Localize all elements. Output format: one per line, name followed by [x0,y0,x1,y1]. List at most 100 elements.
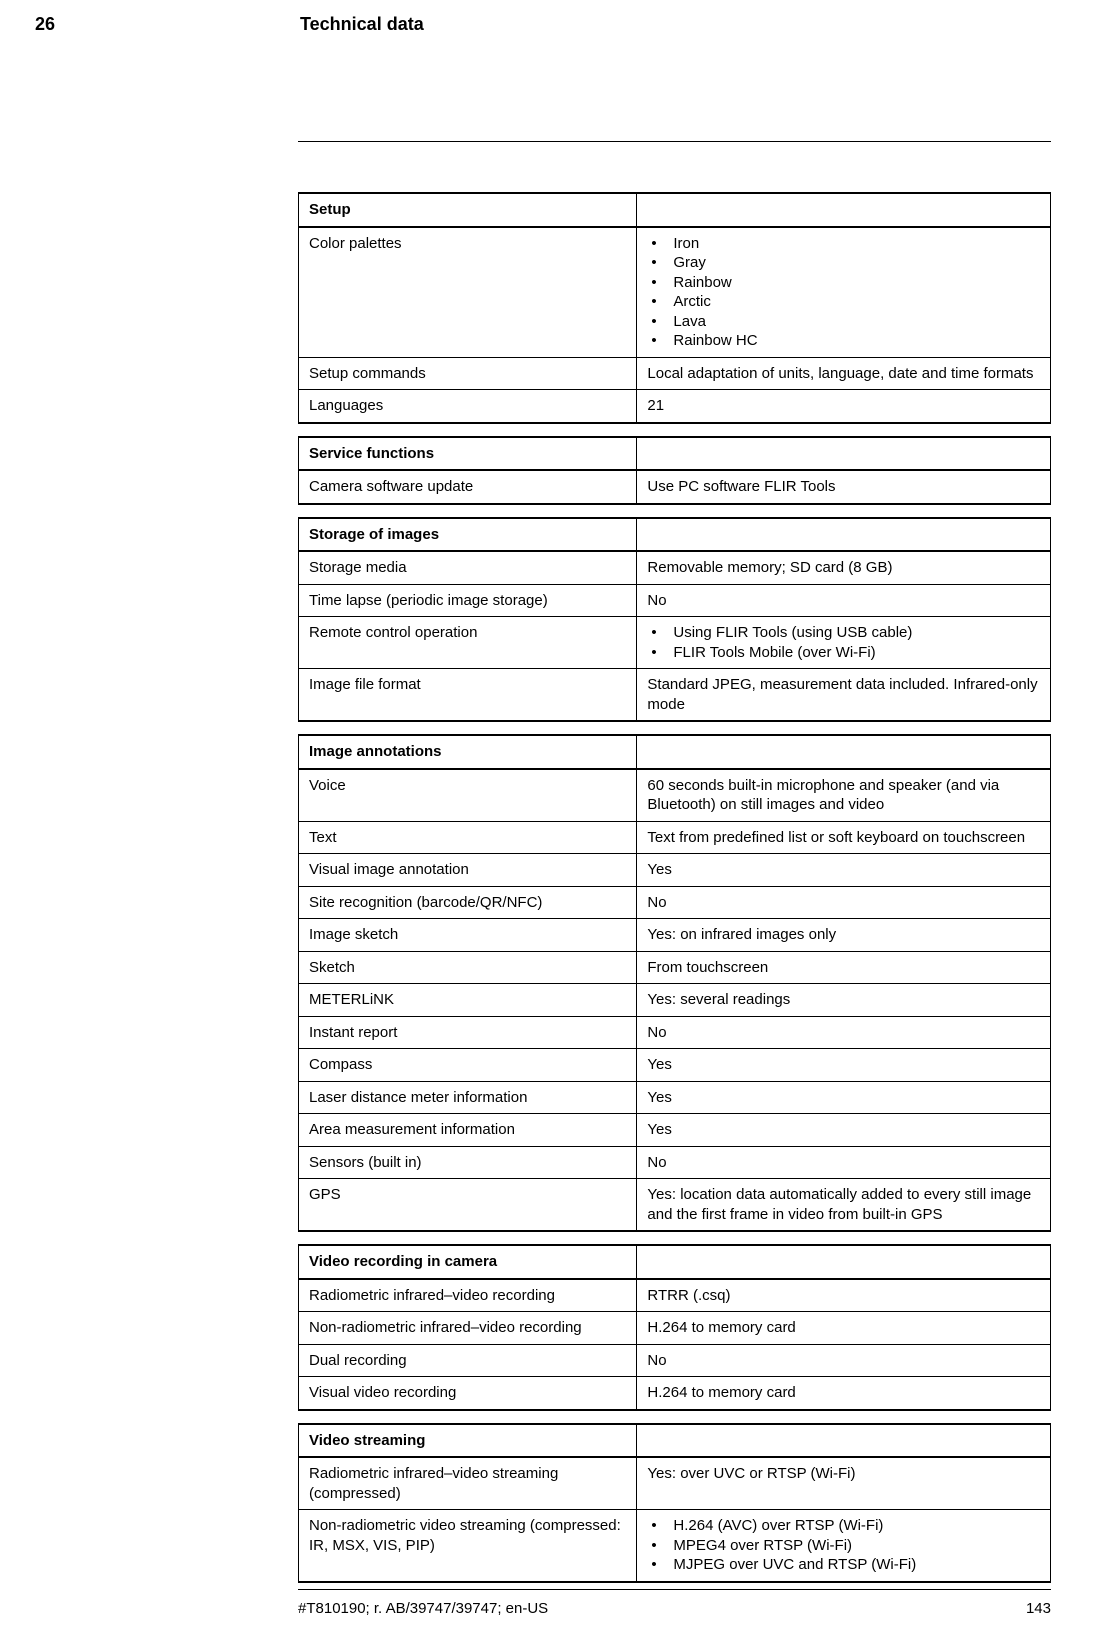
table-row: Radiometric infrared–video streaming (co… [299,1457,1051,1510]
spec-table: Image annotationsVoice60 seconds built-i… [298,734,1051,1232]
table-row: Image file formatStandard JPEG, measurem… [299,669,1051,722]
spec-value: 60 seconds built-in microphone and speak… [637,769,1051,822]
spec-value: No [637,1146,1051,1179]
table-header-empty [637,518,1051,552]
spec-value: Text from predefined list or soft keyboa… [637,821,1051,854]
spec-value: RTRR (.csq) [637,1279,1051,1312]
footer-doc-id: #T810190; r. AB/39747/39747; en-US [298,1600,548,1617]
page-header: 26 Technical data [0,0,1096,41]
table-header-row: Storage of images [299,518,1051,552]
table-row: Color palettesIronGrayRainbowArcticLavaR… [299,227,1051,358]
spec-value: 21 [637,390,1051,423]
bullet-item: MJPEG over UVC and RTSP (Wi-Fi) [651,1555,1040,1575]
table-row: Dual recordingNo [299,1344,1051,1377]
spec-label: GPS [299,1179,637,1232]
table-row: Instant reportNo [299,1016,1051,1049]
table-header-empty [637,193,1051,227]
spec-value: Local adaptation of units, language, dat… [637,357,1051,390]
table-row: Languages21 [299,390,1051,423]
footer-page-number: 143 [1026,1600,1051,1617]
section-number: 26 [35,14,300,35]
spec-value: No [637,1344,1051,1377]
table-header-label: Image annotations [299,735,637,769]
page-footer: #T810190; r. AB/39747/39747; en-US 143 [298,1589,1051,1617]
spec-label: Radiometric infrared–video streaming (co… [299,1457,637,1510]
table-row: Camera software updateUse PC software FL… [299,470,1051,504]
spec-value: IronGrayRainbowArcticLavaRainbow HC [637,227,1051,358]
table-row: Storage mediaRemovable memory; SD card (… [299,551,1051,584]
spec-value: Standard JPEG, measurement data included… [637,669,1051,722]
spec-value: H.264 to memory card [637,1312,1051,1345]
spec-value: Yes: location data automatically added t… [637,1179,1051,1232]
table-row: Visual image annotationYes [299,854,1051,887]
table-header-row: Video streaming [299,1424,1051,1458]
content-area: SetupColor palettesIronGrayRainbowArctic… [298,141,1051,1583]
bullet-item: Rainbow [651,273,1040,293]
table-row: Remote control operationUsing FLIR Tools… [299,617,1051,669]
spec-label: Visual image annotation [299,854,637,887]
spec-label: Color palettes [299,227,637,358]
spec-label: Text [299,821,637,854]
bullet-item: Gray [651,253,1040,273]
spec-value: Yes [637,1049,1051,1082]
table-row: Setup commandsLocal adaptation of units,… [299,357,1051,390]
table-row: Voice60 seconds built-in microphone and … [299,769,1051,822]
table-header-row: Service functions [299,437,1051,471]
spec-value: Yes [637,854,1051,887]
spec-label: Setup commands [299,357,637,390]
table-row: Non-radiometric infrared–video recording… [299,1312,1051,1345]
spec-value: Yes [637,1081,1051,1114]
spec-label: Remote control operation [299,617,637,669]
spec-value: No [637,584,1051,617]
spec-table: Video streamingRadiometric infrared–vide… [298,1423,1051,1583]
table-header-label: Video streaming [299,1424,637,1458]
table-row: SketchFrom touchscreen [299,951,1051,984]
table-header-row: Video recording in camera [299,1245,1051,1279]
table-row: Image sketchYes: on infrared images only [299,919,1051,952]
spec-label: Time lapse (periodic image storage) [299,584,637,617]
bullet-item: H.264 (AVC) over RTSP (Wi-Fi) [651,1516,1040,1536]
spec-label: Camera software update [299,470,637,504]
spec-value: No [637,886,1051,919]
table-header-label: Service functions [299,437,637,471]
spec-value: Use PC software FLIR Tools [637,470,1051,504]
spec-value: Yes: over UVC or RTSP (Wi-Fi) [637,1457,1051,1510]
spec-label: Languages [299,390,637,423]
spec-value: Using FLIR Tools (using USB cable)FLIR T… [637,617,1051,669]
top-rule [298,141,1051,142]
table-row: TextText from predefined list or soft ke… [299,821,1051,854]
table-row: CompassYes [299,1049,1051,1082]
table-row: Time lapse (periodic image storage)No [299,584,1051,617]
bullet-item: Arctic [651,292,1040,312]
bullet-item: Using FLIR Tools (using USB cable) [651,623,1040,643]
table-row: Site recognition (barcode/QR/NFC)No [299,886,1051,919]
table-header-row: Image annotations [299,735,1051,769]
table-row: Non-radiometric video streaming (compres… [299,1510,1051,1582]
bullet-item: FLIR Tools Mobile (over Wi-Fi) [651,643,1040,663]
spec-label: Visual video recording [299,1377,637,1410]
table-row: Area measurement informationYes [299,1114,1051,1147]
spec-value: From touchscreen [637,951,1051,984]
table-header-label: Video recording in camera [299,1245,637,1279]
table-header-empty [637,1424,1051,1458]
bullet-list: IronGrayRainbowArcticLavaRainbow HC [647,234,1040,351]
table-header-empty [637,735,1051,769]
spec-value: Yes: on infrared images only [637,919,1051,952]
spec-value: Yes [637,1114,1051,1147]
table-row: METERLiNKYes: several readings [299,984,1051,1017]
bullet-item: Lava [651,312,1040,332]
tables-container: SetupColor palettesIronGrayRainbowArctic… [298,192,1051,1583]
table-row: GPSYes: location data automatically adde… [299,1179,1051,1232]
spec-label: Image sketch [299,919,637,952]
spec-label: Dual recording [299,1344,637,1377]
spec-label: METERLiNK [299,984,637,1017]
spec-label: Sketch [299,951,637,984]
spec-value: H.264 (AVC) over RTSP (Wi-Fi)MPEG4 over … [637,1510,1051,1582]
spec-label: Laser distance meter information [299,1081,637,1114]
spec-label: Area measurement information [299,1114,637,1147]
spec-label: Non-radiometric infrared–video recording [299,1312,637,1345]
spec-label: Sensors (built in) [299,1146,637,1179]
table-header-empty [637,1245,1051,1279]
spec-value: Yes: several readings [637,984,1051,1017]
spec-label: Non-radiometric video streaming (compres… [299,1510,637,1582]
